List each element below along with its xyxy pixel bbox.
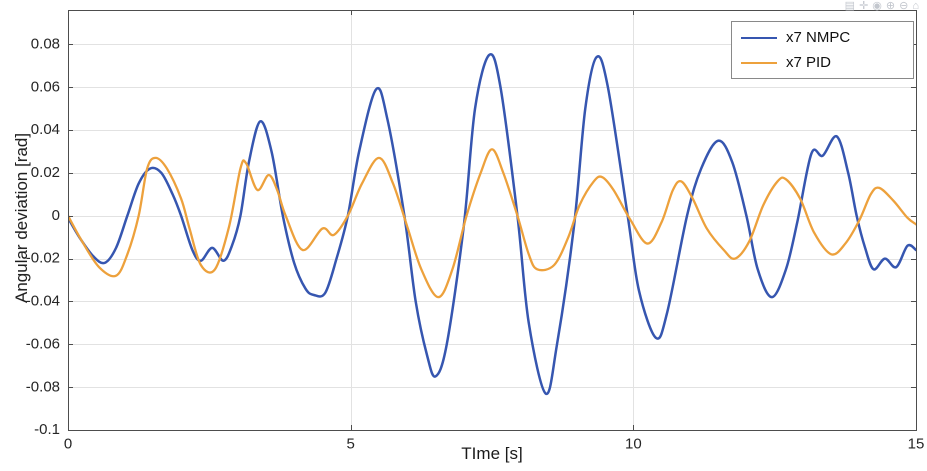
legend-item-nmpc[interactable]: x7 NMPC xyxy=(741,29,901,46)
zoom-out-icon[interactable]: ⊖ xyxy=(899,0,909,12)
pan-icon[interactable]: ✛ xyxy=(859,0,869,12)
axes-toolbar: ▤ ✛ ◉ ⊕ ⊖ ⌂ xyxy=(845,0,919,13)
nmpc-line-sample xyxy=(741,36,777,39)
brush-icon[interactable]: ▤ xyxy=(844,0,856,12)
x-axis-label: TIme [s] xyxy=(461,444,523,463)
legend[interactable]: x7 NMPC x7 PID xyxy=(731,21,914,79)
y-axis-label: Angular deviation [rad] xyxy=(12,132,31,304)
pid-line-sample xyxy=(741,61,777,64)
legend-label-nmpc: x7 NMPC xyxy=(786,29,851,46)
zoom-in-icon[interactable]: ⊕ xyxy=(885,0,896,12)
legend-item-pid[interactable]: x7 PID xyxy=(741,54,901,71)
home-icon[interactable]: ⌂ xyxy=(912,0,919,12)
legend-label-pid: x7 PID xyxy=(786,54,832,71)
datatip-icon[interactable]: ◉ xyxy=(872,0,882,12)
